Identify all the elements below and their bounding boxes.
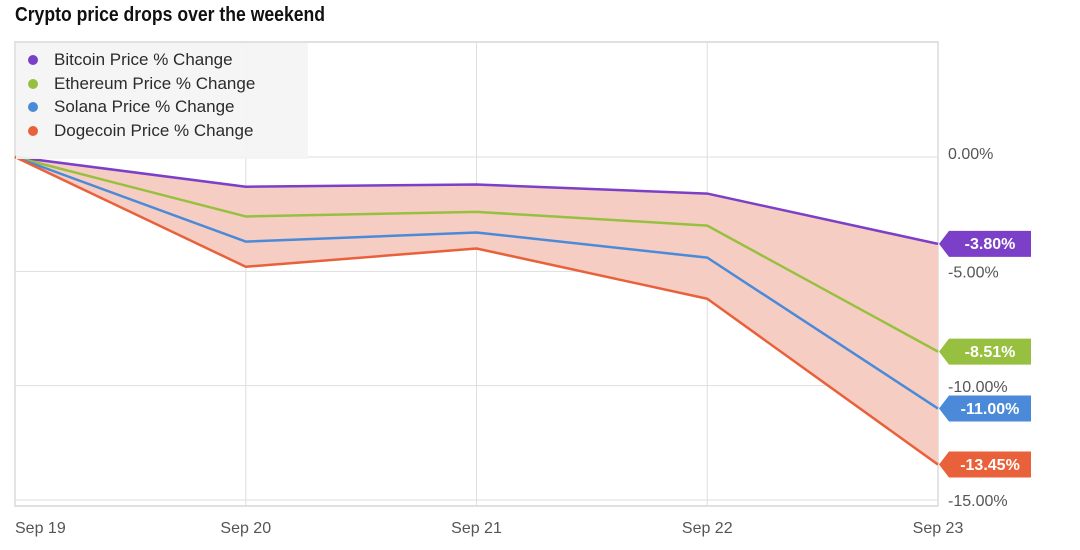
legend-marker bbox=[28, 55, 38, 65]
legend-marker bbox=[28, 125, 38, 136]
end-value-flag bbox=[939, 395, 1031, 422]
legend-item: Bitcoin Price % Change bbox=[28, 49, 233, 71]
y-tick-label: 0.00% bbox=[948, 146, 993, 163]
legend-marker bbox=[28, 78, 38, 89]
x-tick-label: Sep 22 bbox=[682, 520, 733, 537]
series-line bbox=[14, 155, 939, 353]
y-tick-label: -15.00% bbox=[948, 493, 1008, 510]
legend-label: Dogecoin Price % Change bbox=[54, 120, 254, 140]
series-line bbox=[14, 155, 939, 410]
y-tick-label: -10.00% bbox=[948, 379, 1008, 396]
series-line bbox=[14, 155, 939, 246]
y-tick-label: -5.00% bbox=[948, 265, 999, 282]
end-value-label: -8.51% bbox=[965, 344, 1016, 361]
end-value-flag bbox=[939, 451, 1031, 478]
chart-title: Crypto price drops over the weekend bbox=[15, 4, 326, 26]
shaded-range bbox=[15, 157, 938, 465]
legend-label: Bitcoin Price % Change bbox=[54, 50, 233, 69]
x-tick-label: Sep 19 bbox=[15, 520, 66, 537]
x-tick-label: Sep 23 bbox=[913, 520, 964, 537]
end-value-flag bbox=[939, 230, 1031, 257]
x-tick-label: Sep 21 bbox=[451, 520, 502, 537]
series-line bbox=[14, 155, 939, 466]
end-value-flag bbox=[939, 338, 1031, 365]
chart-legend: Bitcoin Price % Change Ethereum Price % C… bbox=[16, 43, 308, 159]
legend-label: Ethereum Price % Change bbox=[54, 73, 256, 93]
legend-item: Solana Price % Change bbox=[28, 96, 235, 118]
legend-marker bbox=[28, 102, 38, 112]
x-tick-label: Sep 20 bbox=[220, 520, 271, 537]
legend-item: Ethereum Price % Change bbox=[28, 73, 255, 95]
legend-item: Dogecoin Price % Change bbox=[28, 120, 253, 142]
end-value-label: -3.80% bbox=[965, 236, 1016, 253]
legend-label: Solana Price % Change bbox=[54, 97, 235, 116]
end-value-label: -11.00% bbox=[961, 401, 1020, 418]
end-value-label: -13.45% bbox=[960, 457, 1020, 474]
